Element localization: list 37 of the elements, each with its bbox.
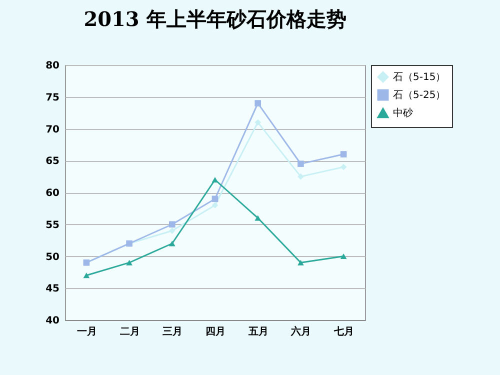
y-tick-label: 55 [46, 220, 60, 231]
point [168, 221, 176, 228]
y-tick-label: 50 [46, 252, 60, 263]
x-tick-label: 五月 [247, 326, 268, 338]
point [340, 151, 347, 158]
legend-label: 石（5-25） [393, 90, 446, 101]
point [340, 254, 347, 259]
legend-label: 石（5-15） [393, 72, 446, 83]
x-tick-label: 四月 [206, 326, 226, 338]
y-tick-label: 45 [46, 284, 60, 295]
point [212, 177, 218, 182]
point [254, 119, 262, 126]
x-tick-label: 一月 [76, 326, 97, 338]
y-tick-label: 60 [46, 188, 60, 199]
x-tick-label: 六月 [290, 326, 312, 338]
point [168, 228, 176, 234]
point [83, 272, 90, 278]
point [298, 260, 304, 266]
y-tick-label: 65 [46, 156, 60, 168]
point [168, 240, 176, 246]
y-tick-label: 80 [46, 60, 60, 72]
point [126, 260, 132, 266]
point [298, 160, 304, 167]
point [212, 202, 218, 208]
chart-title: 2013 年上半年砂石价格走势 [84, 7, 346, 31]
point [254, 100, 262, 106]
x-tick-label: 三月 [162, 326, 183, 338]
y-tick-label: 40 [46, 316, 60, 326]
point [254, 215, 262, 221]
y-tick-label: 70 [46, 124, 60, 136]
x-tick-label: 二月 [120, 326, 140, 338]
legend-label: 中砂 [393, 107, 413, 119]
point [340, 164, 347, 170]
point [212, 196, 218, 202]
x-tick-label: 七月 [333, 326, 354, 338]
point [298, 173, 304, 180]
y-tick-label: 75 [46, 92, 60, 104]
